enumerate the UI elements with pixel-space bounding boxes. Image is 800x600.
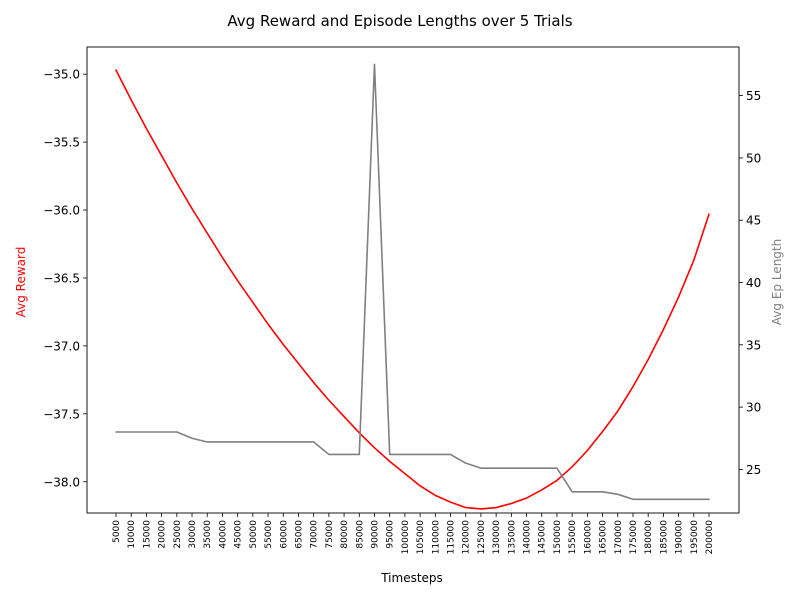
- x-axis-label: Timesteps: [380, 571, 443, 585]
- y-left-tick-label: −38.0: [43, 475, 80, 489]
- x-tick-label: 90000: [370, 520, 380, 549]
- x-tick-label: 15000: [142, 520, 152, 549]
- y-left-tick-label: −36.0: [43, 204, 80, 218]
- x-tick-label: 115000: [447, 520, 457, 555]
- x-tick-label: 40000: [218, 520, 228, 549]
- x-tick-label: 190000: [675, 520, 685, 555]
- y-right-tick-label: 40: [746, 276, 761, 290]
- x-tick-label: 55000: [264, 520, 274, 549]
- x-tick-label: 165000: [599, 520, 609, 555]
- y-left-tick-label: −37.0: [43, 339, 80, 353]
- y-left-tick-label: −35.0: [43, 68, 80, 82]
- x-tick-label: 110000: [431, 520, 441, 555]
- plot-frame-layer: [86, 46, 740, 514]
- avg-reward-line: [115, 69, 710, 510]
- x-tick-label: 75000: [325, 520, 335, 549]
- x-tick-label: 10000: [127, 520, 137, 549]
- y-right-tick-label: 55: [746, 89, 761, 103]
- x-tick-label: 195000: [690, 520, 700, 555]
- y-right-tick-label: 50: [746, 151, 761, 165]
- x-tick-label: 50000: [249, 520, 259, 549]
- x-tick-label: 150000: [553, 520, 563, 555]
- axes-layer: −35.0 −35.5 −36.0 −36.5 −37.0 −37.5 −38.0 25 30 3…: [43, 68, 761, 555]
- y-left-tick-label: −37.5: [43, 407, 80, 421]
- y-right-tick-label: 25: [746, 463, 761, 477]
- x-tick-label: 105000: [416, 520, 426, 555]
- x-tick-label: 120000: [462, 520, 472, 555]
- x-tick-label: 70000: [310, 520, 320, 549]
- series-layer: [115, 63, 710, 510]
- x-tick-label: 135000: [507, 520, 517, 555]
- y-right-tick-label: 30: [746, 401, 761, 415]
- x-tick-label: 80000: [340, 520, 350, 549]
- x-tick-label: 200000: [705, 520, 715, 555]
- x-tick-label: 170000: [614, 520, 624, 555]
- x-tick-label: 5000: [112, 520, 122, 543]
- x-tick-label: 155000: [568, 520, 578, 555]
- x-tick-label: 95000: [386, 520, 396, 549]
- x-tick-label: 130000: [492, 520, 502, 555]
- avg-ep-length-line: [115, 63, 710, 501]
- x-tick-label: 145000: [538, 520, 548, 555]
- y-axis-left-label: Avg Reward: [14, 247, 28, 318]
- x-tick-label: 65000: [294, 520, 304, 549]
- x-tick-label: 35000: [203, 520, 213, 549]
- x-tick-label: 140000: [523, 520, 533, 555]
- x-tick-label: 20000: [158, 520, 168, 549]
- y-right-tick-label: 45: [746, 214, 761, 228]
- x-tick-label: 30000: [188, 520, 198, 549]
- y-axis-right-label: Avg Ep Length: [770, 239, 784, 325]
- x-tick-label: 125000: [477, 520, 487, 555]
- x-tick-label: 185000: [659, 520, 669, 555]
- x-tick-label: 85000: [355, 520, 365, 549]
- x-tick-label: 175000: [629, 520, 639, 555]
- plot-frame: [86, 46, 740, 514]
- y-left-tick-label: −36.5: [43, 271, 80, 285]
- x-tick-label: 25000: [173, 520, 183, 549]
- x-tick-label: 45000: [234, 520, 244, 549]
- chart-title: Avg Reward and Episode Lengths over 5 Tr…: [227, 12, 572, 30]
- y-left-tick-label: −35.5: [43, 136, 80, 150]
- x-tick-label: 100000: [401, 520, 411, 555]
- x-tick-label: 180000: [644, 520, 654, 555]
- x-tick-label: 160000: [583, 520, 593, 555]
- x-tick-label: 60000: [279, 520, 289, 549]
- y-right-tick-label: 35: [746, 338, 761, 352]
